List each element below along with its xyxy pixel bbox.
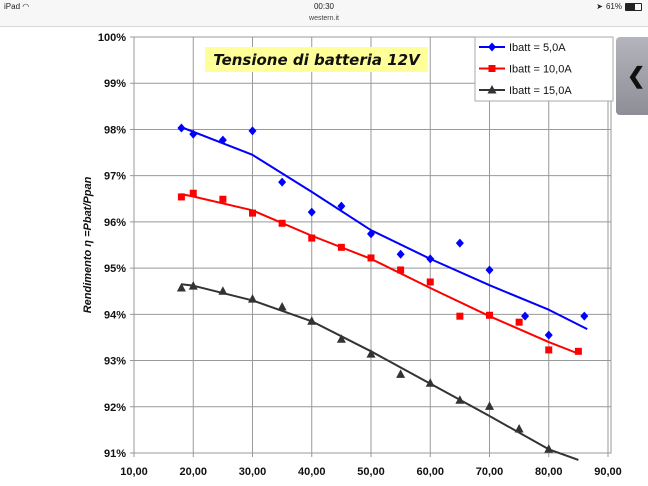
data-point-series-1 (337, 201, 346, 211)
battery-indicator: ➤ 61% (596, 2, 642, 11)
x-tick-label: 90,00 (594, 466, 622, 478)
clock: 00:30 (313, 2, 335, 11)
url-bar[interactable]: western.it (309, 15, 339, 22)
y-tick-label: 92% (104, 402, 126, 414)
y-tick-label: 100% (98, 32, 126, 44)
y-tick-label: 97% (104, 171, 126, 183)
data-point-series-1 (544, 330, 553, 340)
data-point-series-3 (218, 286, 228, 295)
data-point-series-1 (367, 229, 375, 239)
data-point-series-1 (177, 123, 186, 133)
data-point-series-3 (188, 281, 198, 290)
battery-icon (625, 2, 642, 11)
data-point-series-1 (455, 238, 464, 248)
legend-label-1: Ibatt = 5,0A (509, 42, 566, 54)
data-point-series-1 (218, 135, 227, 145)
battery-fill (626, 3, 636, 10)
y-tick-label: 95% (104, 263, 126, 275)
data-point-series-1 (307, 207, 316, 217)
data-point-series-1 (521, 311, 530, 321)
chevron-left-icon: ❮ (627, 63, 646, 88)
data-point-series-3 (248, 294, 257, 303)
x-tick-label: 40,00 (298, 466, 326, 478)
data-point-series-1 (189, 129, 198, 139)
data-point-series-2 (456, 312, 464, 320)
data-point-series-3 (277, 301, 287, 311)
data-point-series-3 (455, 395, 465, 404)
legend-marker-1 (488, 42, 496, 52)
data-point-series-2 (574, 347, 582, 355)
legend-label-3: Ibatt = 15,0A (509, 85, 572, 97)
data-point-series-2 (249, 209, 256, 217)
legend-label-2: Ibatt = 10,0A (509, 64, 572, 76)
data-point-series-2 (397, 266, 405, 274)
data-point-series-2 (219, 195, 227, 203)
data-point-series-3 (425, 378, 435, 387)
location-arrow-icon: ➤ (596, 2, 603, 11)
data-point-series-2 (486, 311, 493, 319)
wifi-icon: ◠ (22, 2, 30, 11)
data-point-series-3 (514, 423, 524, 433)
data-point-series-1 (485, 265, 494, 275)
data-point-series-3 (485, 401, 494, 410)
x-tick-label: 30,00 (239, 466, 267, 478)
x-tick-label: 70,00 (476, 466, 504, 478)
y-tick-label: 96% (104, 217, 126, 229)
data-point-series-1 (580, 311, 589, 321)
x-tick-label: 20,00 (179, 466, 207, 478)
data-point-series-1 (248, 126, 257, 136)
x-tick-label: 50,00 (357, 466, 385, 478)
legend-marker-2 (488, 65, 496, 72)
data-point-series-2 (278, 219, 286, 227)
data-point-series-2 (367, 254, 375, 262)
trendline-series-1 (181, 126, 588, 331)
y-tick-label: 94% (104, 309, 126, 321)
y-axis-label: Rendimento η =Pbat/Ppan (82, 176, 94, 314)
y-tick-label: 98% (104, 124, 126, 136)
x-tick-label: 80,00 (535, 466, 563, 478)
x-tick-label: 10,00 (120, 466, 148, 478)
battery-percent: 61% (605, 2, 622, 11)
device-name: iPad (4, 2, 21, 11)
data-point-series-2 (177, 193, 185, 201)
data-point-series-1 (396, 249, 405, 259)
y-tick-label: 91% (104, 448, 126, 460)
chart-title: Tensione di batteria 12V (205, 47, 428, 72)
side-panel-tab[interactable]: ❮ (616, 37, 648, 115)
data-point-series-3 (544, 444, 554, 453)
data-point-series-1 (426, 254, 435, 264)
data-point-series-2 (515, 318, 523, 326)
legend-marker-3 (487, 85, 497, 94)
y-tick-label: 99% (104, 78, 126, 90)
device-label: iPad ◠ (4, 2, 29, 11)
data-point-series-2 (337, 243, 345, 251)
data-point-series-3 (176, 282, 186, 292)
data-point-series-2 (545, 346, 553, 354)
data-point-series-3 (307, 316, 317, 325)
data-point-series-1 (278, 177, 287, 187)
x-tick-label: 60,00 (416, 466, 444, 478)
data-point-series-2 (426, 278, 434, 286)
ios-status-bar: iPad ◠ 00:30 ➤ 61% western.it (0, 0, 648, 27)
data-point-series-3 (366, 349, 376, 358)
data-point-series-2 (189, 189, 197, 197)
y-tick-label: 93% (104, 356, 126, 368)
data-point-series-3 (336, 334, 346, 343)
data-point-series-2 (308, 234, 316, 242)
data-point-series-3 (396, 369, 406, 378)
